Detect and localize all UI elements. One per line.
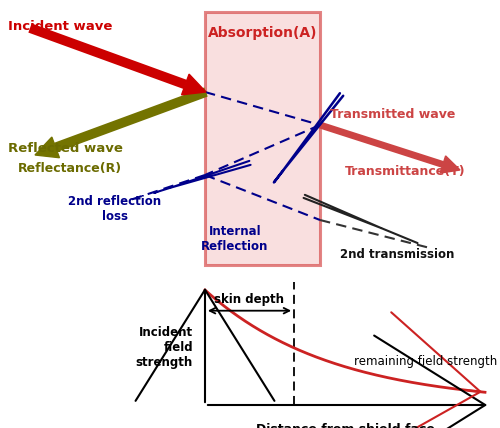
Text: Internal
Reflection: Internal Reflection — [202, 225, 268, 253]
Text: Reflected wave: Reflected wave — [8, 142, 123, 155]
Text: Incident wave: Incident wave — [8, 20, 113, 33]
Text: Distance from shield face: Distance from shield face — [256, 423, 434, 428]
Text: 2nd transmission: 2nd transmission — [340, 248, 454, 261]
Text: remaining field strength: remaining field strength — [354, 355, 497, 368]
Polygon shape — [182, 74, 206, 95]
Text: 2nd reflection
loss: 2nd reflection loss — [68, 195, 162, 223]
Text: skin depth: skin depth — [214, 293, 284, 306]
Text: Transmittance(T): Transmittance(T) — [345, 165, 466, 178]
Bar — [205, 12, 320, 265]
Polygon shape — [35, 137, 59, 158]
Text: Reflectance(R): Reflectance(R) — [18, 162, 122, 175]
Text: Incident
field
strength: Incident field strength — [136, 326, 193, 369]
Text: Transmitted wave: Transmitted wave — [330, 108, 456, 121]
Text: Absorption(A): Absorption(A) — [208, 26, 318, 40]
Polygon shape — [440, 156, 460, 173]
